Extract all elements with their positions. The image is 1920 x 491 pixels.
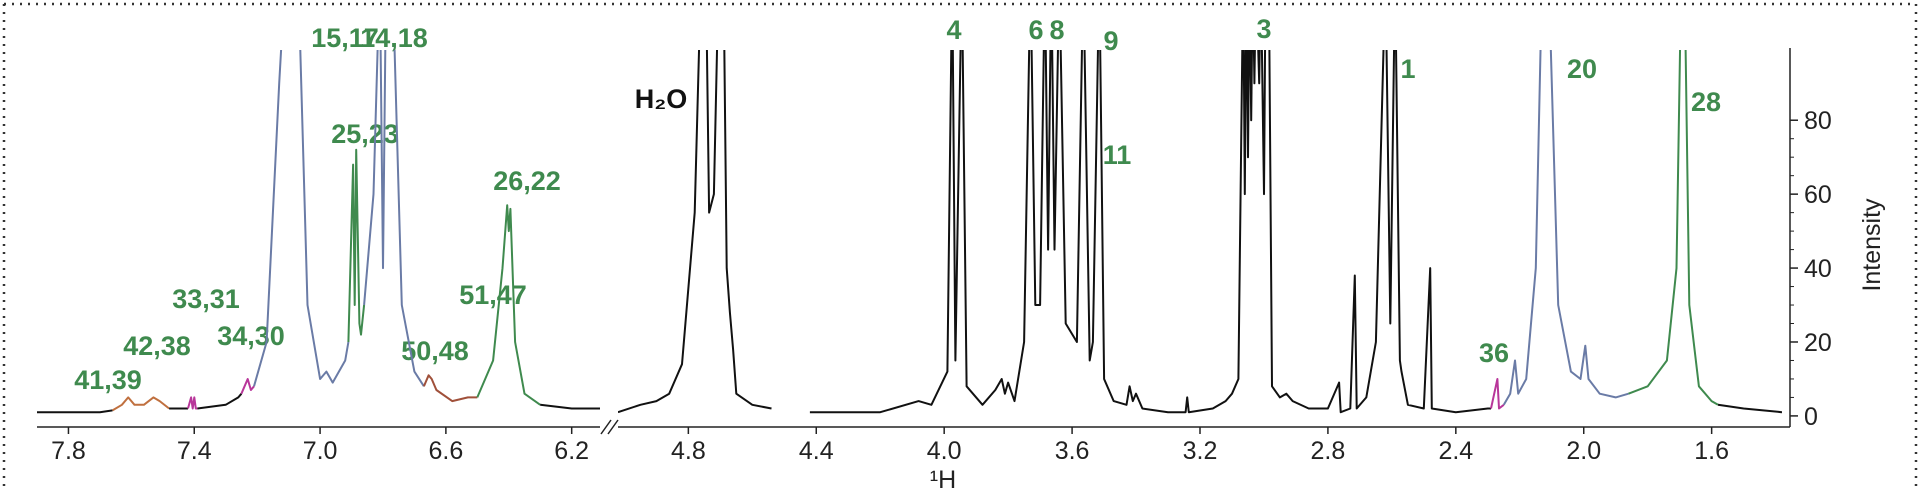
spectrum-line xyxy=(197,393,243,410)
y-tick-label: 60 xyxy=(1804,181,1832,209)
annotation: 25,23 xyxy=(331,119,399,149)
annotation: 36 xyxy=(1479,338,1509,368)
annotation: 34,30 xyxy=(217,321,285,351)
x-tick-label: 4.0 xyxy=(927,437,962,465)
annotation: 14,18 xyxy=(360,23,428,53)
spectrum-line xyxy=(422,374,478,403)
x-axis-label: ¹H xyxy=(930,466,956,491)
annotation: 15,17 xyxy=(311,23,379,53)
annotation: 51,47 xyxy=(459,280,527,310)
spectrum-line xyxy=(111,396,170,412)
annotation: 8 xyxy=(1049,15,1064,45)
x-tick-label: 6.6 xyxy=(428,437,463,465)
spectrum-line xyxy=(1490,378,1505,410)
annotation: 20 xyxy=(1567,54,1597,84)
y-tick-label: 0 xyxy=(1804,403,1818,431)
x-tick-label: 7.8 xyxy=(51,437,86,465)
annotation: 11 xyxy=(1103,140,1132,170)
spectrum-line xyxy=(240,378,255,395)
annotation: 3 xyxy=(1256,14,1271,44)
x-tick-label: 7.0 xyxy=(303,437,338,465)
spectrum-line xyxy=(540,403,600,410)
spectrum-line xyxy=(618,50,1491,414)
spectrum-line xyxy=(1502,50,1629,406)
annotation: H₂O xyxy=(635,84,688,114)
x-tick-label: 1.6 xyxy=(1694,437,1729,465)
y-tick-label: 20 xyxy=(1804,329,1832,357)
spectrum-line xyxy=(187,396,198,410)
spectrum-line xyxy=(347,148,366,343)
spectrum-line xyxy=(37,409,113,414)
annotation: 4 xyxy=(946,15,961,45)
x-tick-label: 2.0 xyxy=(1566,437,1601,465)
y-tick-label: 40 xyxy=(1804,255,1832,283)
annotation: 9 xyxy=(1103,26,1118,56)
annotation: 26,22 xyxy=(493,166,561,196)
x-tick-label: 6.2 xyxy=(554,437,589,465)
x-tick-label: 7.4 xyxy=(177,437,212,465)
y-axis-label: Intensity xyxy=(1858,198,1886,292)
annotation: 42,38 xyxy=(123,331,191,361)
x-tick-label: 2.8 xyxy=(1311,437,1346,465)
spectrum-line xyxy=(1717,403,1782,414)
spectrum-line xyxy=(253,50,350,387)
annotation: 6 xyxy=(1028,15,1043,45)
x-tick-label: 2.4 xyxy=(1438,437,1473,465)
y-tick-label: 80 xyxy=(1804,107,1832,135)
annotation: 41,39 xyxy=(74,365,142,395)
x-tick-label: 4.8 xyxy=(671,437,706,465)
spectrum-line xyxy=(476,204,541,406)
axis-break xyxy=(600,419,619,435)
annotation: 28 xyxy=(1691,87,1721,117)
x-tick-label: 3.6 xyxy=(1055,437,1090,465)
spectrum-line xyxy=(363,50,425,387)
annotation: 1 xyxy=(1400,54,1415,84)
x-tick-label: 3.2 xyxy=(1183,437,1218,465)
x-tick-label: 4.4 xyxy=(799,437,834,465)
annotation: 33,31 xyxy=(172,284,240,314)
spectrum-line xyxy=(1628,50,1719,406)
